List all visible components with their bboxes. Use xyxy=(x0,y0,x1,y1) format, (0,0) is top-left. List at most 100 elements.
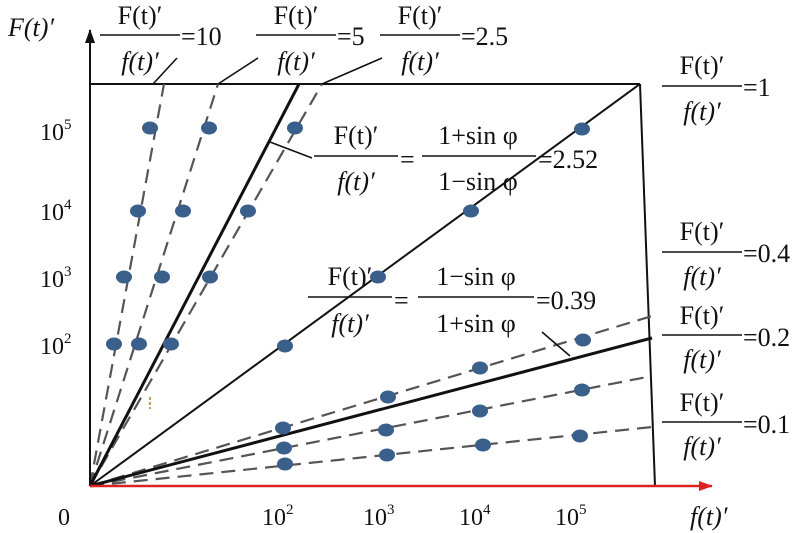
y-tick-label: 102 xyxy=(40,331,72,360)
ratio-numerator: F(t)′ xyxy=(334,121,379,150)
ratio-value: =0.1 xyxy=(743,410,790,439)
ratio-denominator: f(t)′ xyxy=(683,262,721,291)
data-point xyxy=(472,404,488,418)
ratio-numerator: F(t)′ xyxy=(680,217,725,246)
data-points xyxy=(106,121,591,471)
ratio-denominator: f(t)′ xyxy=(683,97,721,126)
data-point xyxy=(154,270,170,284)
ratio-label-10: F(t)′ f(t)′ =10 xyxy=(100,1,222,76)
formula-value: =0.39 xyxy=(536,286,596,315)
solid-lines xyxy=(88,83,653,488)
data-point xyxy=(277,339,293,353)
formula-value: =2.52 xyxy=(538,145,598,174)
ratio-denominator: f(t)′ xyxy=(337,167,375,196)
data-point xyxy=(574,383,590,397)
ratio-numerator: F(t)′ xyxy=(680,388,725,417)
leader-2-52 xyxy=(269,141,313,159)
leader-2-5 xyxy=(321,57,383,85)
data-point xyxy=(116,270,132,284)
axes xyxy=(85,29,713,491)
leader-5 xyxy=(217,57,259,85)
data-point xyxy=(572,429,588,443)
ratio-denominator: f(t)′ xyxy=(277,47,315,76)
y-tick-label: 105 xyxy=(40,117,72,146)
boundary-line-0-39 xyxy=(89,336,653,488)
ratio-numerator: F(t)′ xyxy=(328,262,373,291)
x-tick-label: 104 xyxy=(459,502,491,531)
data-point xyxy=(277,457,293,471)
data-point xyxy=(287,121,303,135)
equals-sign: = xyxy=(394,286,409,315)
ratio-line-1 xyxy=(89,83,641,487)
ratio-numerator: F(t)′ xyxy=(274,1,319,30)
data-point xyxy=(201,121,217,135)
data-point xyxy=(240,204,256,218)
data-point xyxy=(575,333,591,347)
ratio-value: =10 xyxy=(181,22,222,51)
formula-numerator: 1+sin φ xyxy=(438,121,518,150)
boundary-line-2-52 xyxy=(88,83,301,487)
ratio-value: =1 xyxy=(743,73,771,102)
data-point xyxy=(202,270,218,284)
ratio-label-0-4: F(t)′ f(t)′ =0.4 xyxy=(662,217,790,291)
leader-lines xyxy=(152,57,571,357)
equals-sign: = xyxy=(400,145,415,174)
formula-denominator: 1+sin φ xyxy=(436,309,516,338)
ratio-label-0-1: F(t)′ f(t)′ =0.1 xyxy=(662,388,790,461)
y-tick-label: 103 xyxy=(40,264,72,293)
ratio-numerator: F(t)′ xyxy=(680,51,725,80)
ratio-line-2-5 xyxy=(89,83,323,487)
data-point xyxy=(163,337,179,351)
x-tick-labels: 102 103 104 105 xyxy=(262,502,587,531)
y-tick-labels: 105 104 103 102 xyxy=(40,117,72,360)
ratio-numerator: F(t)′ xyxy=(398,1,443,30)
ratio-numerator: F(t)′ xyxy=(118,1,163,30)
ratio-label-5: F(t)′ f(t)′ =5 xyxy=(256,1,365,76)
data-point xyxy=(276,441,292,455)
formula-denominator: 1−sin φ xyxy=(438,167,518,196)
data-point xyxy=(142,121,158,135)
x-tick-label: 103 xyxy=(363,502,395,531)
leader-10 xyxy=(152,57,178,85)
y-tick-label: 104 xyxy=(40,197,72,226)
envelope-right-edge xyxy=(639,83,656,487)
origin-label: 0 xyxy=(58,505,70,531)
data-point xyxy=(379,448,395,462)
x-axis-label: f(t)′ xyxy=(690,502,728,531)
data-point xyxy=(380,390,396,404)
ratio-line-5 xyxy=(88,83,220,487)
ratio-label-1: F(t)′ f(t)′ =1 xyxy=(662,51,771,126)
dashed-ratio-lines xyxy=(88,83,653,488)
ratio-denominator: f(t)′ xyxy=(331,309,369,338)
data-point xyxy=(463,204,479,218)
ratio-label-2-5: F(t)′ f(t)′ =2.5 xyxy=(380,1,508,76)
ratio-value: =0.4 xyxy=(743,239,790,268)
data-point xyxy=(175,204,191,218)
ratio-label-0-2: F(t)′ f(t)′ =0.2 xyxy=(662,301,790,374)
formula-label-lower: F(t)′ f(t)′ = 1−sin φ 1+sin φ =0.39 xyxy=(308,262,596,338)
ratio-numerator: F(t)′ xyxy=(680,301,725,330)
data-point xyxy=(475,438,491,452)
data-point xyxy=(130,204,146,218)
envelope-outline xyxy=(90,83,656,487)
data-point xyxy=(106,337,122,351)
data-point xyxy=(378,423,394,437)
data-point xyxy=(275,421,291,435)
formula-label-upper: F(t)′ f(t)′ = 1+sin φ 1−sin φ =2.52 xyxy=(314,121,598,196)
formula-numerator: 1−sin φ xyxy=(436,262,516,291)
ratio-line-0-2 xyxy=(89,374,653,488)
ratio-value: =2.5 xyxy=(461,22,508,51)
data-point xyxy=(574,122,590,136)
ratio-line-0-4 xyxy=(89,314,653,488)
ratio-line-0-1 xyxy=(89,425,653,488)
y-axis-label: F(t)′ xyxy=(7,13,54,42)
data-point xyxy=(131,337,147,351)
ratio-denominator: f(t)′ xyxy=(683,432,721,461)
ratio-denominator: f(t)′ xyxy=(683,345,721,374)
ratio-value: =5 xyxy=(337,22,365,51)
ratio-denominator: f(t)′ xyxy=(121,47,159,76)
ratio-line-10 xyxy=(88,83,166,487)
leader-0-39 xyxy=(541,331,571,357)
x-tick-label: 102 xyxy=(262,502,294,531)
